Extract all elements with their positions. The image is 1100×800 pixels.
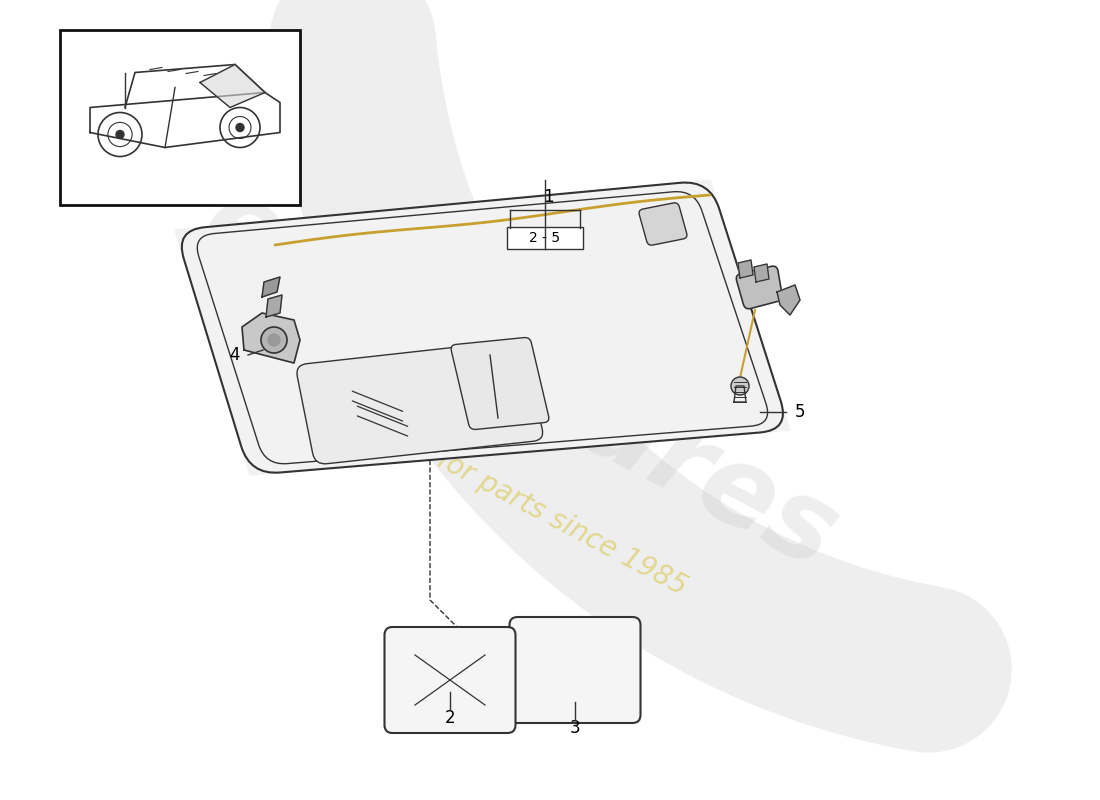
Text: 4: 4	[230, 346, 240, 364]
Text: 2: 2	[444, 709, 455, 727]
Circle shape	[268, 334, 280, 346]
Text: 1: 1	[542, 188, 553, 206]
Circle shape	[116, 130, 124, 138]
Polygon shape	[266, 295, 282, 317]
Circle shape	[261, 327, 287, 353]
Polygon shape	[242, 313, 300, 363]
Text: 5: 5	[795, 403, 805, 421]
PathPatch shape	[182, 182, 783, 473]
Polygon shape	[738, 260, 754, 278]
Polygon shape	[262, 277, 280, 297]
Text: eurospares: eurospares	[185, 168, 856, 592]
Text: 3: 3	[570, 719, 581, 737]
PathPatch shape	[297, 341, 542, 464]
PathPatch shape	[736, 266, 782, 309]
Polygon shape	[200, 65, 265, 107]
PathPatch shape	[451, 338, 549, 430]
Polygon shape	[777, 285, 800, 315]
PathPatch shape	[639, 203, 686, 245]
Text: 2 - 5: 2 - 5	[529, 231, 561, 245]
Polygon shape	[754, 264, 769, 282]
Polygon shape	[175, 180, 790, 475]
FancyBboxPatch shape	[509, 617, 640, 723]
FancyBboxPatch shape	[507, 227, 583, 249]
Text: a passion for parts since 1985: a passion for parts since 1985	[308, 379, 692, 601]
Circle shape	[236, 123, 244, 131]
FancyBboxPatch shape	[385, 627, 516, 733]
Circle shape	[732, 377, 749, 395]
Bar	[60, 30, 300, 205]
